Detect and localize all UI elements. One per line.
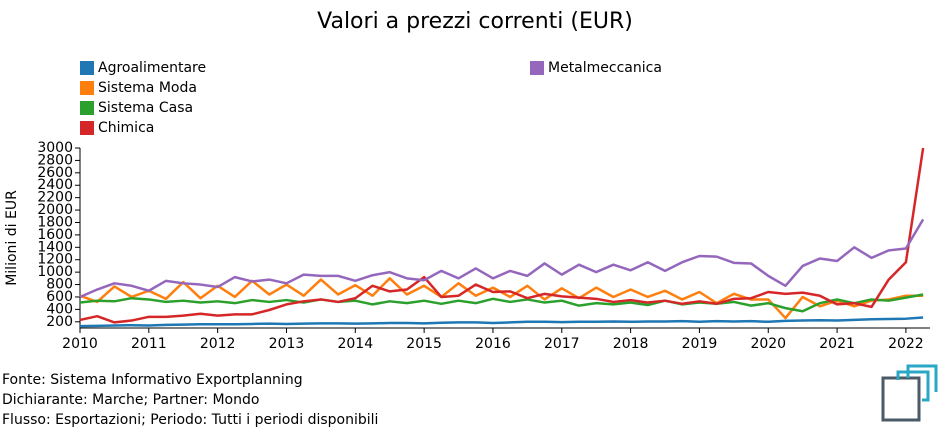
series-line [79, 218, 925, 299]
x-tick-label: 2013 [269, 336, 305, 352]
y-tick-label: 2000 [37, 202, 73, 218]
y-tick-label: 2600 [37, 165, 73, 181]
legend-label: Sistema Casa [98, 100, 193, 116]
legend-swatch [530, 61, 544, 75]
legend-swatch [80, 61, 94, 75]
x-tick-label: 2012 [200, 336, 236, 352]
y-tick-label: 200 [46, 314, 73, 330]
legend-label: Sistema Moda [98, 80, 197, 96]
y-tick-label: 2200 [37, 190, 73, 206]
x-tick-label: 2021 [819, 336, 855, 352]
legend-label: Chimica [98, 120, 154, 136]
x-tick-label: 2015 [406, 336, 442, 352]
series-line [79, 147, 925, 324]
y-tick-label: 800 [46, 277, 73, 293]
legend-label: Agroalimentare [98, 60, 206, 76]
y-tick-label: 400 [46, 301, 73, 317]
x-tick-label: 2016 [475, 336, 511, 352]
x-tick-label: 2014 [337, 336, 373, 352]
y-tick-label: 3000 [37, 140, 73, 156]
x-tick-label: 2020 [750, 336, 786, 352]
y-axis-label: Milioni di EUR [4, 190, 20, 286]
y-tick-label: 2400 [37, 177, 73, 193]
chart-title: Valori a prezzi correnti (EUR) [317, 9, 633, 34]
series-line [79, 293, 924, 313]
footer-line: Flusso: Esportazioni; Periodo: Tutti i p… [2, 412, 378, 428]
legend-label: Metalmeccanica [548, 60, 662, 76]
x-tick-label: 2011 [131, 336, 167, 352]
y-tick-label: 1400 [37, 239, 73, 255]
x-tick-label: 2018 [613, 336, 649, 352]
series-line [79, 316, 924, 328]
legend-swatch [80, 81, 94, 95]
logo [881, 364, 938, 422]
y-tick-label: 1200 [37, 252, 73, 268]
x-tick-label: 2017 [544, 336, 580, 352]
footer-line: Dichiarante: Marche; Partner: Mondo [2, 392, 259, 408]
legend-swatch [80, 121, 94, 135]
legend-swatch [80, 101, 94, 115]
y-tick-label: 1800 [37, 214, 73, 230]
y-tick-label: 1000 [37, 264, 73, 280]
x-tick-label: 2010 [62, 336, 98, 352]
footer-line: Fonte: Sistema Informativo Exportplannin… [2, 372, 303, 388]
y-tick-label: 2800 [37, 152, 73, 168]
y-tick-label: 1600 [37, 227, 73, 243]
x-tick-label: 2022 [888, 336, 924, 352]
y-tick-label: 600 [46, 289, 73, 305]
x-tick-label: 2019 [682, 336, 718, 352]
